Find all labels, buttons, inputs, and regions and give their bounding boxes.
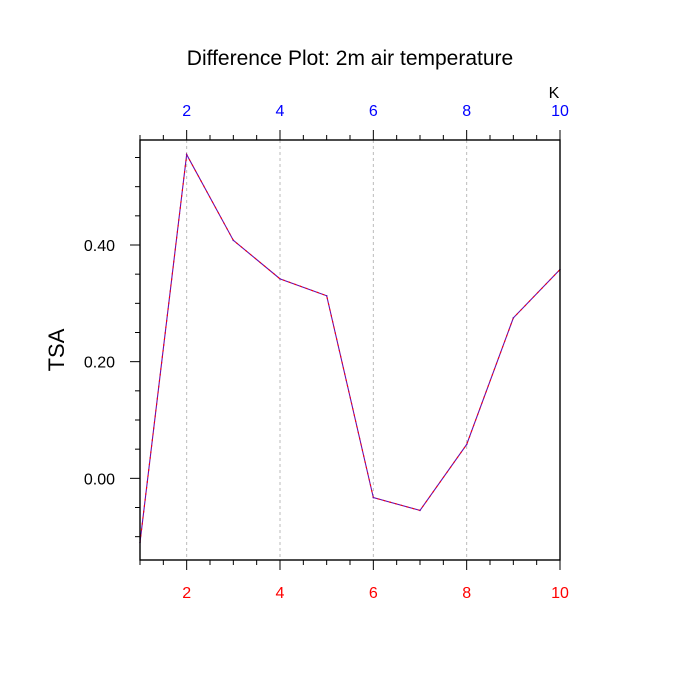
x-tick-label-top: 8 (462, 103, 471, 120)
tick-labels: 2 2 4 4 6 6 8 8 10 10 0.00 0.20 0.40 (84, 103, 569, 602)
y-tick-label: 0.20 (84, 355, 115, 372)
x-tick-label-bottom: 6 (369, 585, 378, 602)
data-point (465, 443, 468, 446)
x-tick-label-bottom: 2 (182, 585, 191, 602)
series-line-0 (139, 152, 561, 543)
y-axis-label: TSA (44, 328, 69, 371)
x-tick-label-top: 6 (369, 103, 378, 120)
y-tick-label: 0.00 (84, 471, 115, 488)
data-point (232, 239, 235, 242)
plot-frame (139, 139, 561, 561)
data-point (279, 278, 281, 280)
x-tick-label-top: 4 (276, 103, 285, 120)
data-point (185, 153, 188, 156)
series-lines (139, 152, 561, 544)
axis-ticks (130, 130, 561, 570)
x-tick-label-top: 2 (182, 103, 191, 120)
data-point (372, 496, 375, 499)
chart-title: Difference Plot: 2m air temperature (187, 47, 513, 70)
data-point (419, 509, 421, 512)
grid-lines (186, 140, 468, 560)
y-tick-label: 0.40 (84, 238, 115, 255)
series-line-dash-0 (139, 152, 561, 543)
data-point (325, 294, 328, 297)
data-point (512, 317, 515, 319)
x-tick-label-bottom: 4 (276, 585, 285, 602)
units-label: K (549, 85, 560, 102)
x-tick-label-bottom: 8 (462, 585, 471, 602)
x-tick-label-bottom: 10 (551, 585, 569, 602)
x-tick-label-top: 10 (551, 103, 569, 120)
